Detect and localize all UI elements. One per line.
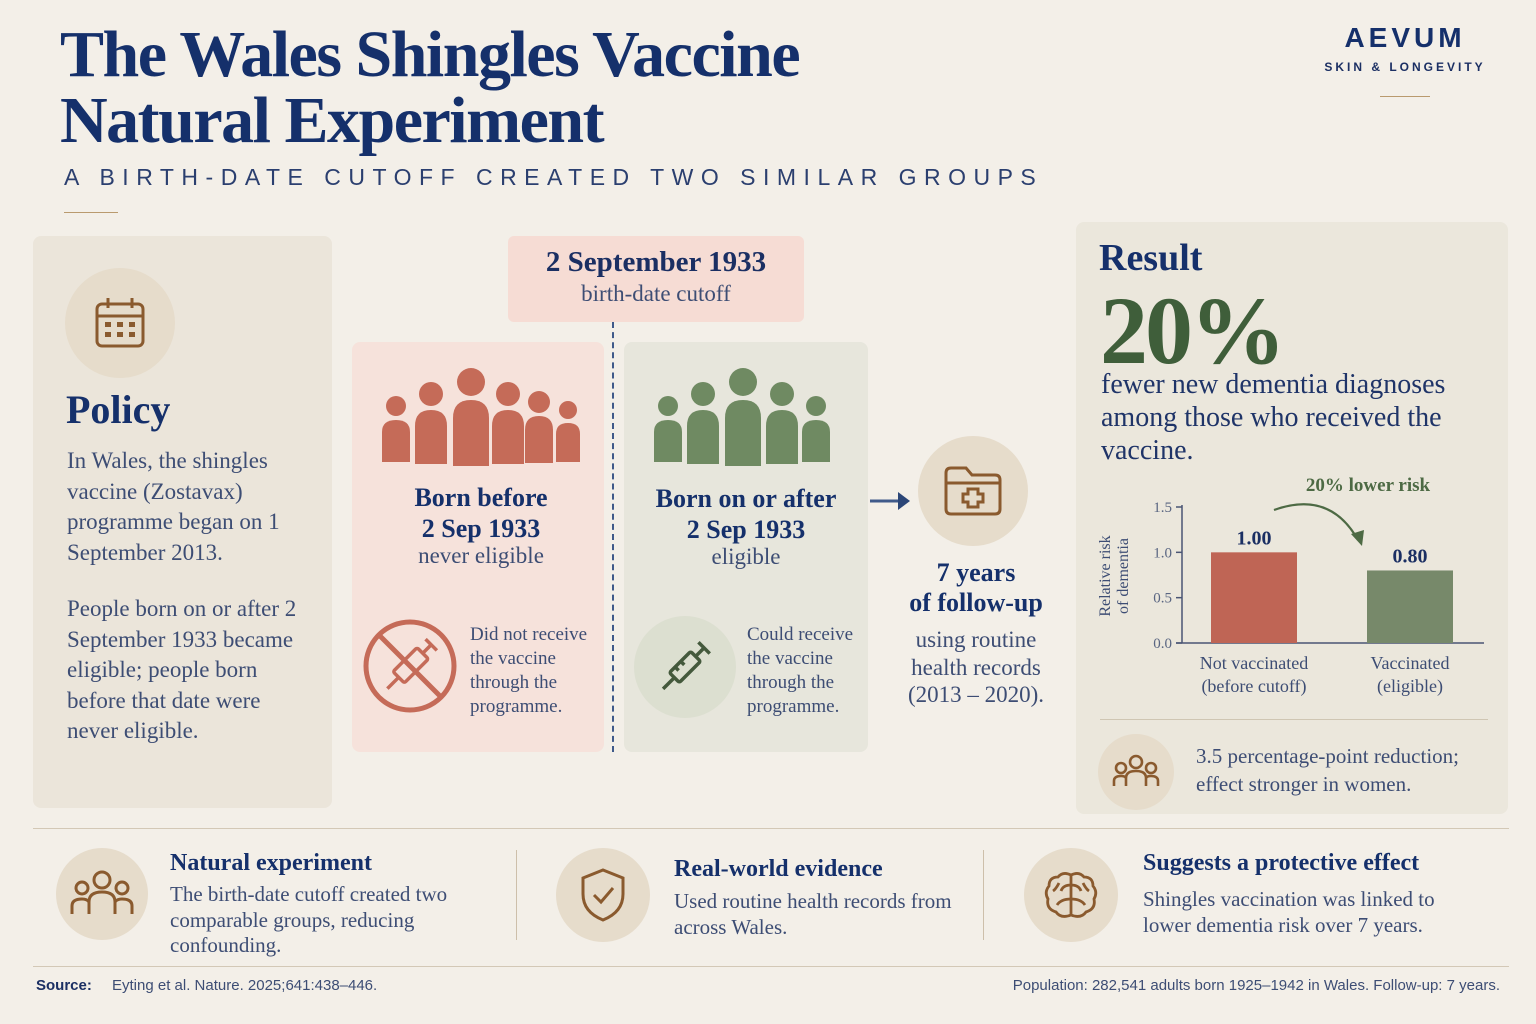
brand-divider (1380, 96, 1430, 97)
y-tick-label: 0.0 (1153, 636, 1172, 652)
bottom-divider (33, 828, 1509, 829)
people-group-icon (1098, 734, 1174, 810)
group-after-status: eligible (711, 544, 781, 569)
group-before-title-line-2: 2 Sep 1933 (421, 514, 541, 543)
x-category-label: (eligible) (1377, 676, 1443, 697)
group-after-title-line-1: Born on or after (655, 484, 837, 513)
syringe-icon (634, 616, 736, 718)
cutoff-label: birth-date cutoff (581, 281, 731, 306)
no-syringe-icon (363, 619, 457, 713)
protective-effect-title: Suggests a protective effect (1143, 850, 1420, 876)
brand-name: AEVUM (1344, 22, 1466, 53)
followup-title: 7 years of follow-up (900, 558, 1052, 618)
source-label: Source: (36, 977, 92, 994)
group-after-title: Born on or after 2 Sep 1933 (624, 483, 868, 545)
x-category-label: Not vaccinated (1200, 653, 1308, 673)
policy-text-eligibility: People born on or after 2 September 1933… (67, 596, 297, 743)
chart-annotation: 20% lower risk (1306, 475, 1431, 496)
policy-title: Policy (66, 387, 171, 432)
relative-risk-chart: 1.5 1.0 0.5 0.0 Relative riskof dementia 1.00… (1097, 475, 1484, 697)
people-group-icon (654, 368, 830, 466)
followup-text: using routine health records (2013 – 202… (907, 627, 1045, 707)
x-category-label: (before cutoff) (1201, 676, 1306, 697)
protective-effect-text: Shingles vaccination was linked to lower… (1143, 887, 1435, 937)
result-note: 3.5 percentage-point reduction; effect s… (1196, 744, 1459, 796)
bottom-separator (983, 850, 984, 940)
group-after-title-line-2: 2 Sep 1933 (686, 515, 806, 544)
calendar-icon (65, 268, 175, 378)
medical-folder-icon (918, 436, 1028, 546)
bar-value-label: 0.80 (1393, 545, 1428, 567)
arrow-right-icon (870, 492, 910, 510)
result-divider (1100, 719, 1488, 720)
title-line-2: Natural Experiment (60, 84, 605, 157)
y-tick-label: 1.0 (1153, 545, 1172, 561)
group-before-title: Born before 2 Sep 1933 (352, 482, 610, 544)
followup-title-line-2: of follow-up (909, 588, 1043, 617)
source-citation: Eyting et al. Nature. 2025;641:438–446. (112, 977, 378, 994)
bar-1 (1211, 552, 1297, 643)
y-tick-label: 1.5 (1153, 500, 1172, 516)
population-note: Population: 282,541 adults born 1925–194… (1012, 977, 1500, 994)
annotation-arrow (1273, 503, 1359, 541)
y-axis-label-line: of dementia (1115, 538, 1132, 614)
x-category-label: Vaccinated (1371, 653, 1450, 673)
page-subtitle: A BIRTH-DATE CUTOFF CREATED TWO SIMILAR … (64, 164, 1044, 190)
y-tick-label: 0.5 (1153, 591, 1172, 607)
cutoff-date: 2 September 1933 (545, 246, 767, 278)
natural-experiment-text: The birth-date cutoff created two compar… (170, 882, 448, 957)
shield-check-icon (556, 848, 650, 942)
y-axis-label-line: Relative risk (1097, 535, 1114, 616)
page-title: The Wales Shingles Vaccine Natural Exper… (60, 22, 960, 154)
result-text: fewer new dementia diagnoses among those… (1101, 369, 1446, 466)
group-before-status: never eligible (418, 543, 544, 568)
bottom-separator (516, 850, 517, 940)
bar-value-label: 1.00 (1237, 527, 1272, 549)
annotation-arrowhead (1351, 530, 1364, 546)
group-after-note: Could receive the vaccine through the pr… (747, 624, 854, 717)
result-percent: 20% (1100, 277, 1286, 384)
cutoff-badge: 2 September 1933 birth-date cutoff (508, 236, 804, 322)
brand-tagline: SKIN & LONGEVITY (1324, 60, 1486, 74)
group-before-note: Did not receive the vaccine through the … (470, 624, 588, 717)
people-group-icon (56, 848, 148, 940)
bar-2 (1367, 570, 1453, 643)
group-before-title-line-1: Born before (414, 483, 548, 512)
cutoff-divider-line (612, 322, 614, 752)
real-world-evidence-title: Real-world evidence (674, 856, 883, 882)
brand-logo: AEVUM SKIN & LONGEVITY (1300, 22, 1510, 74)
title-line-1: The Wales Shingles Vaccine (60, 18, 801, 91)
y-axis-label: Relative riskof dementia (1097, 535, 1132, 616)
policy-text-start: In Wales, the shingles vaccine (Zostavax… (67, 448, 280, 565)
followup-title-line-1: 7 years (936, 558, 1016, 587)
result-panel (1076, 222, 1508, 814)
people-group-icon (382, 368, 580, 466)
subtitle-divider (64, 212, 118, 213)
footer-divider (33, 966, 1509, 967)
result-label: Result (1099, 237, 1203, 279)
natural-experiment-title: Natural experiment (170, 850, 372, 876)
real-world-evidence-text: Used routine health records from across … (674, 889, 952, 939)
brain-icon (1024, 848, 1118, 942)
